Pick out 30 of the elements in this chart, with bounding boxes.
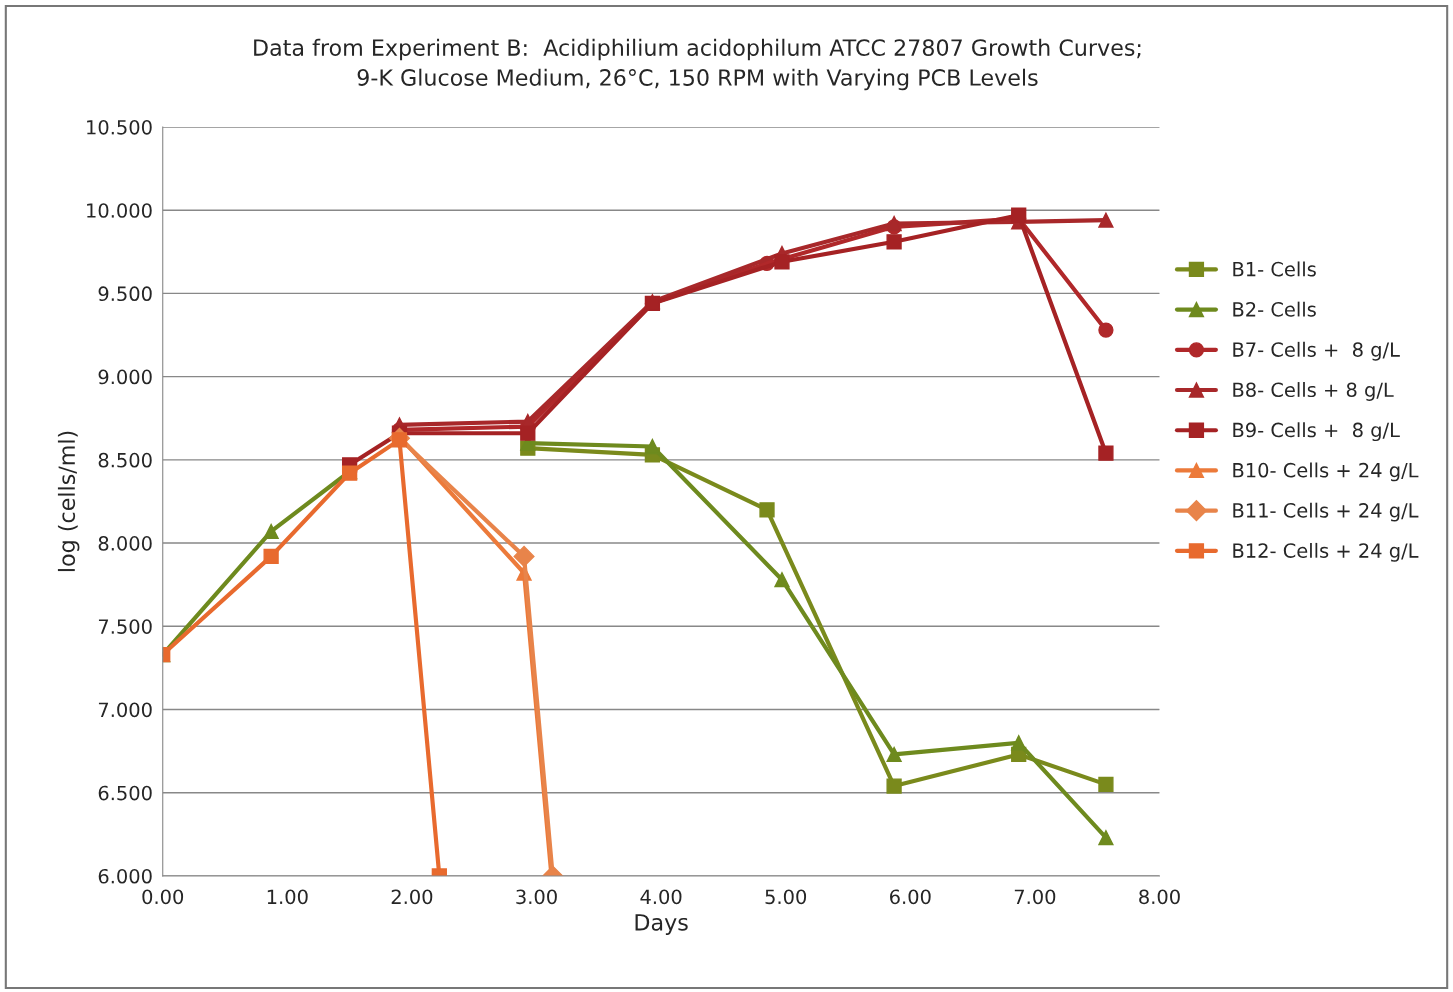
y-tick-label: 8.500 (98, 452, 152, 468)
y-tick-label: 8.000 (98, 536, 152, 551)
y-tick-label: 6.500 (98, 785, 152, 801)
y-tick-label: 6.000 (98, 868, 152, 884)
x-tick-label: 7.00 (1014, 889, 1056, 905)
legend-label: B11- Cells + 24 g/L (1233, 502, 1419, 522)
legend-label: B10- Cells + 24 g/L (1233, 462, 1419, 482)
x-tick-label: 0.00 (142, 889, 184, 905)
x-tick-label: 1.00 (267, 889, 308, 905)
legend-label: B1- Cells (1233, 261, 1316, 277)
x-tick-label: 8.00 (1139, 889, 1180, 905)
y-tick-label: 10.500 (87, 119, 152, 135)
chart-title: Data from Experiment B: Acidiphilium acidophilum ATCC 27807 Growth Curves; 9-K Glucose Medium, 26°C, 150 RPM with Varying PCB Levels (254, 38, 1141, 91)
x-axis-title: Days (635, 914, 688, 936)
y-tick-label: 7.000 (98, 702, 152, 718)
y-tick-label: 7.500 (98, 619, 152, 634)
y-tick-label: 9.500 (98, 286, 152, 302)
legend-label: B12- Cells + 24 g/L (1233, 542, 1419, 562)
legend-label: B7- Cells + 8 g/L (1233, 341, 1400, 361)
legend-label: B9- Cells + 8 g/L (1233, 422, 1400, 442)
x-tick-label: 2.00 (391, 889, 433, 905)
legend-label: B2- Cells (1233, 301, 1316, 317)
x-tick-label: 5.00 (765, 889, 807, 905)
x-tick-label: 6.00 (890, 889, 931, 905)
y-tick-label: 10.000 (87, 203, 152, 218)
legend-label: B8- Cells + 8 g/L (1233, 382, 1394, 401)
y-tick-label: 9.000 (98, 369, 152, 385)
x-tick-label: 3.00 (516, 889, 557, 905)
y-axis-title: log (cells/ml) (57, 431, 80, 572)
x-tick-label: 4.00 (640, 889, 682, 905)
